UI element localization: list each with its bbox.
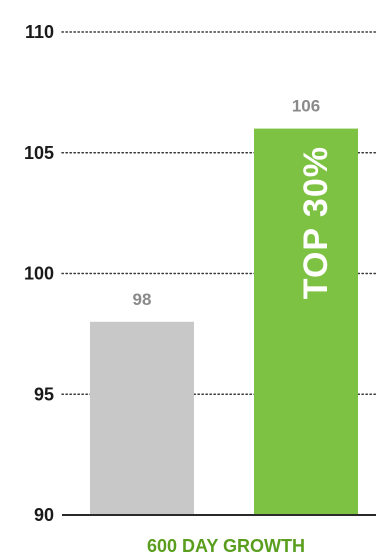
bars [90,128,358,515]
data-label-98: 98 [133,290,152,309]
bar-106 [254,128,358,515]
y-tick-label: 90 [34,505,54,525]
data-labels: 98 106 TOP 30% [133,97,335,309]
bar-98 [90,321,194,515]
y-axis-ticks: 110 105 100 95 90 [24,22,54,525]
y-tick-label: 110 [25,22,54,42]
y-tick-label: 100 [24,264,54,284]
data-label-106: 106 [292,97,320,116]
x-axis-label: 600 DAY GROWTH [147,536,305,556]
y-tick-label: 95 [34,384,54,404]
bar-inner-label: TOP 30% [297,146,335,299]
y-tick-label: 105 [24,143,54,163]
